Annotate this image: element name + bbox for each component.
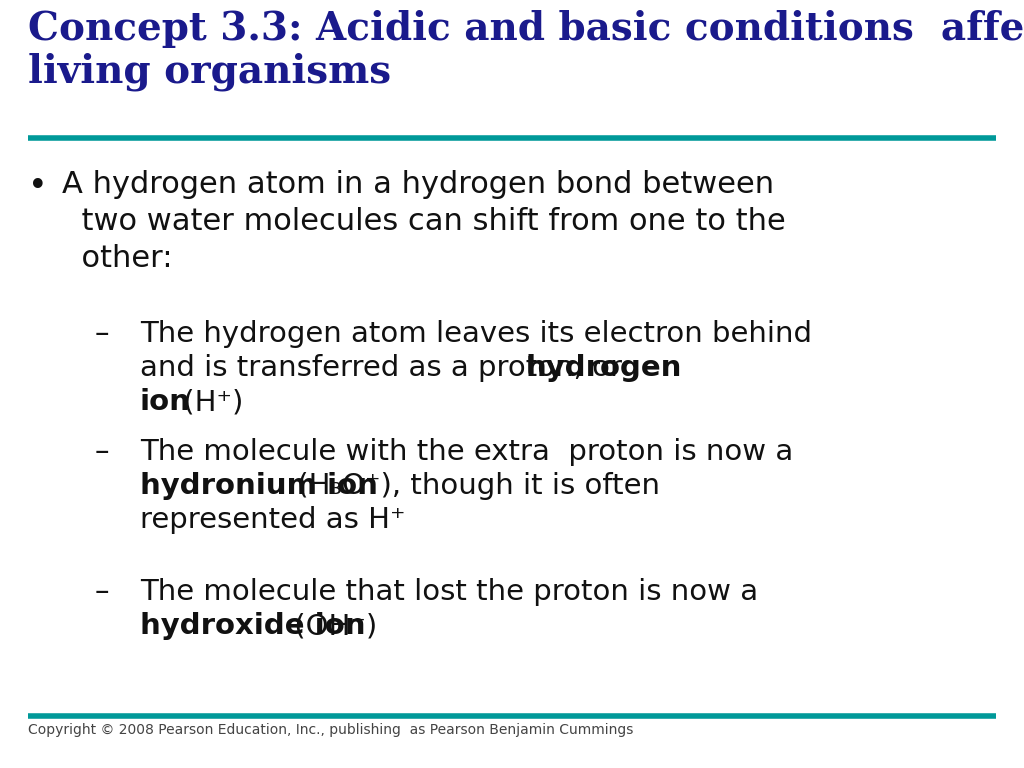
- Text: and is transferred as a proton, or: and is transferred as a proton, or: [140, 354, 631, 382]
- Text: The molecule with the extra  proton is now a: The molecule with the extra proton is no…: [140, 438, 794, 466]
- Text: hydrogen: hydrogen: [525, 354, 681, 382]
- Text: (OH⁻): (OH⁻): [285, 612, 377, 640]
- Text: (H₃O⁺), though it is often: (H₃O⁺), though it is often: [288, 472, 660, 500]
- Text: (H⁺): (H⁺): [174, 388, 244, 416]
- Text: –: –: [95, 438, 110, 466]
- Text: hydronium ion: hydronium ion: [140, 472, 378, 500]
- Text: •: •: [28, 170, 48, 203]
- Text: Copyright © 2008 Pearson Education, Inc., publishing  as Pearson Benjamin Cummin: Copyright © 2008 Pearson Education, Inc.…: [28, 723, 634, 737]
- Text: represented as H⁺: represented as H⁺: [140, 506, 406, 534]
- Text: hydroxide ion: hydroxide ion: [140, 612, 366, 640]
- Text: –: –: [95, 320, 110, 348]
- Text: –: –: [95, 578, 110, 606]
- Text: The hydrogen atom leaves its electron behind: The hydrogen atom leaves its electron be…: [140, 320, 812, 348]
- Text: Concept 3.3: Acidic and basic conditions  affect
living organisms: Concept 3.3: Acidic and basic conditions…: [28, 10, 1024, 91]
- Text: ion: ion: [140, 388, 190, 416]
- Text: A hydrogen atom in a hydrogen bond between
  two water molecules can shift from : A hydrogen atom in a hydrogen bond betwe…: [62, 170, 785, 273]
- Text: The molecule that lost the proton is now a: The molecule that lost the proton is now…: [140, 578, 758, 606]
